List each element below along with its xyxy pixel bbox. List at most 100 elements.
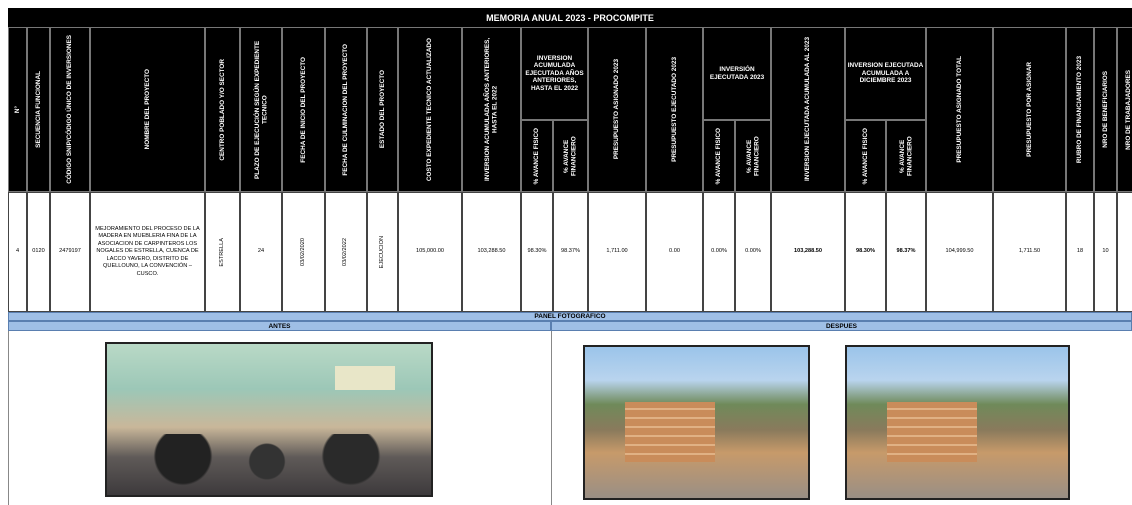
table-cell-text: 98.37%: [896, 248, 916, 255]
wood: [887, 402, 977, 462]
table-cell-text: MEJORAMIENTO DEL PROCESO DE LA MADERA EN…: [95, 225, 200, 277]
table-cell: ESTRELLA: [205, 192, 240, 312]
column-header-text: % AVANCE FISICO: [715, 127, 723, 185]
table-cell: 98.30%: [521, 192, 553, 312]
table-cell-text: ESTRELLA: [218, 237, 225, 267]
photo-after: [583, 345, 810, 500]
table-cell-text: 98.30%: [856, 248, 875, 255]
title: MEMORIA ANUAL 2023 - PROCOMPITE: [8, 8, 1132, 27]
column-header-text: PRESUPUESTO EJECUTADO 2023: [670, 57, 678, 162]
table-cell: 2479197: [50, 192, 90, 312]
column-header: % AVANCE FINANCIERO: [886, 120, 926, 192]
divider: [551, 331, 552, 505]
column-header: FECHA DE CULMINACION DEL PROYECTO: [325, 27, 367, 192]
table-cell: 24: [240, 192, 282, 312]
table-cell-text: 24: [257, 248, 265, 255]
divider: [8, 331, 9, 505]
column-header-text: PRESUPUESTO ASIGNADO TOTAL: [955, 56, 963, 163]
column-header-text: PRESUPUESTO ASIGNADO 2023: [613, 59, 621, 160]
after-label: DESPUES: [551, 321, 1132, 331]
column-header: PRESUPUESTO EJECUTADO 2023: [646, 27, 703, 192]
table-cell: 0.00%: [703, 192, 735, 312]
column-header-text: % AVANCE FINANCIERO: [745, 136, 760, 176]
column-header-text: COSTO EXPEDIENTE TECNICO ACTUALIZADO: [426, 37, 434, 182]
column-header-text: INVERSION ACUMULADA AÑOS ANTERIORES, HAS…: [484, 37, 499, 182]
table-cell-text: 0120: [32, 248, 45, 255]
column-header-text: SECUENCIA FUNCIONAL: [34, 71, 42, 148]
table-cell-text: 103,288.50: [477, 248, 506, 255]
column-header-text: N°: [13, 105, 21, 114]
group-header: INVERSIÓN EJECUTADA 2023: [703, 27, 771, 120]
table-cell-text: 0.00%: [745, 248, 761, 255]
column-header-text: INVERSION EJECUTADA ACUMULADA AL 2023: [804, 37, 812, 182]
table-cell: 103,288.50: [462, 192, 521, 312]
audience: [127, 434, 407, 489]
column-header: ESTADO DEL PROYECTO: [367, 27, 398, 192]
column-header: INVERSION EJECUTADA ACUMULADA AL 2023: [771, 27, 845, 192]
table-cell-text: 03/02/2022: [342, 238, 349, 266]
table-cell: 10: [1094, 192, 1117, 312]
table-cell: 104,999.50: [926, 192, 993, 312]
column-header-text: ESTADO DEL PROYECTO: [378, 70, 386, 149]
table-cell-text: 105,000.00: [416, 248, 444, 255]
table-cell-text: 98.30%: [527, 248, 547, 255]
table-cell: [1117, 192, 1132, 312]
group-header: INVERSION ACUMULADA EJECUTADA AÑOS ANTER…: [521, 27, 588, 120]
wood: [625, 402, 715, 462]
table-cell: EJECUCION: [367, 192, 398, 312]
table-cell: 1,711.00: [588, 192, 646, 312]
column-header: NRO DE TRABAJADORES: [1117, 27, 1132, 192]
column-header: % AVANCE FISICO: [845, 120, 886, 192]
table-cell: 98.30%: [845, 192, 886, 312]
table-cell-text: 10: [1102, 248, 1109, 255]
table-cell: 0120: [27, 192, 50, 312]
table-cell: 03/02/2020: [282, 192, 325, 312]
column-header: PRESUPUESTO ASIGNADO TOTAL: [926, 27, 993, 192]
table-cell-text: 03/02/2020: [299, 238, 306, 266]
table-cell: 4: [8, 192, 27, 312]
table-cell-text: 1,711.50: [1018, 248, 1041, 255]
column-header: % AVANCE FINANCIERO: [735, 120, 771, 192]
group-header-text: INVERSION EJECUTADA ACUMULADA A DICIEMBR…: [847, 62, 924, 85]
table-cell: 0.00%: [735, 192, 771, 312]
table-cell-text: 0.00: [669, 248, 680, 255]
table-cell: 0.00: [646, 192, 703, 312]
table-cell: 105,000.00: [398, 192, 462, 312]
column-header: INVERSION ACUMULADA AÑOS ANTERIORES, HAS…: [462, 27, 521, 192]
table-cell-text: 18: [1076, 248, 1084, 255]
before-label: ANTES: [8, 321, 551, 331]
column-header-text: NOMBRE DEL PROYECTO: [143, 69, 151, 150]
table-cell-text: 104,999.50: [945, 248, 974, 255]
table-cell-text: 0.00%: [711, 248, 727, 255]
photo-before: [105, 342, 433, 497]
column-header-text: % AVANCE FISICO: [533, 127, 541, 185]
column-header: PRESUPUESTO ASIGNADO 2023: [588, 27, 646, 192]
column-header: COSTO EXPEDIENTE TECNICO ACTUALIZADO: [398, 27, 462, 192]
column-header: NRO DE BENEFICIARIOS: [1094, 27, 1117, 192]
column-header-text: CENTRO POBLADO Y/O SECTOR: [218, 58, 226, 161]
column-header-text: NRO DE BENEFICIARIOS: [1101, 71, 1109, 148]
column-header: FECHA DE INICIO DEL PROYECTO: [282, 27, 325, 192]
panel-title: PANEL FOTOGRAFICO: [8, 312, 1132, 321]
group-header: INVERSION EJECUTADA ACUMULADA A DICIEMBR…: [845, 27, 926, 120]
column-header-text: RUBRO DE FINANCIAMIENTO 2023: [1076, 55, 1084, 164]
column-header-text: PRESUPUESTO POR ASIGNAR: [1025, 62, 1033, 157]
table-cell: 1,711.50: [993, 192, 1066, 312]
column-header-text: FECHA DE INICIO DEL PROYECTO: [299, 56, 307, 163]
column-header: PLAZO DE EJECUCIÓN SEGÚN EXPEDIENTE TECN…: [240, 27, 282, 192]
table-cell-text: EJECUCION: [378, 235, 385, 269]
photo-after: [845, 345, 1070, 500]
column-header: CÓDIGO SNIP/CÓDIGO ÚNICO DE INVERSIONES: [50, 27, 90, 192]
column-header: % AVANCE FINANCIERO: [553, 120, 588, 192]
column-header-text: NRO DE TRABAJADORES: [1124, 69, 1132, 150]
column-header: % AVANCE FISICO: [521, 120, 553, 192]
table-cell: 18: [1066, 192, 1094, 312]
table-cell: 98.37%: [553, 192, 588, 312]
column-header: % AVANCE FISICO: [703, 120, 735, 192]
group-header-text: INVERSIÓN EJECUTADA 2023: [709, 66, 765, 81]
table-cell-text: 1,711.00: [606, 248, 628, 255]
table-cell-text: 98.37%: [561, 248, 580, 255]
column-header: NOMBRE DEL PROYECTO: [90, 27, 205, 192]
column-header-text: % AVANCE FINANCIERO: [898, 136, 913, 176]
